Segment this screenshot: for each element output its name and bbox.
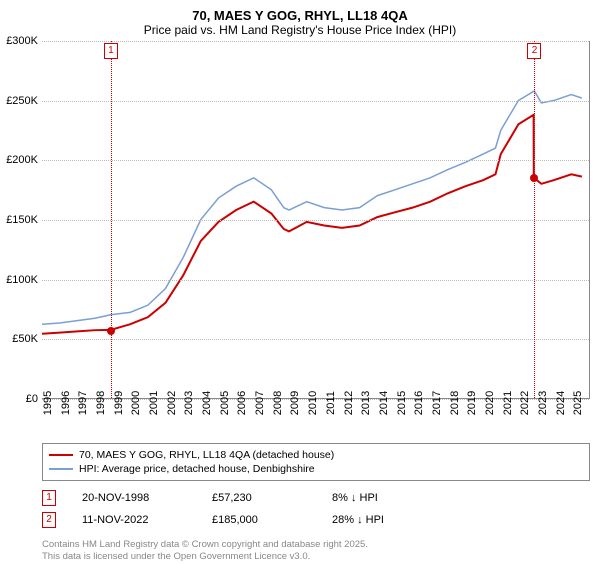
sale-date: 11-NOV-2022 xyxy=(82,514,212,526)
data-row: 2 11-NOV-2022 £185,000 28% ↓ HPI xyxy=(42,509,590,531)
chart-container: 70, MAES Y GOG, RHYL, LL18 4QA Price pai… xyxy=(0,0,600,560)
sale-price: £57,230 xyxy=(212,492,332,504)
sale-vs-hpi: 8% ↓ HPI xyxy=(332,492,452,504)
legend: 70, MAES Y GOG, RHYL, LL18 4QA (detached… xyxy=(42,443,590,481)
sale-date: 20-NOV-1998 xyxy=(82,492,212,504)
data-row: 1 20-NOV-1998 £57,230 8% ↓ HPI xyxy=(42,487,590,509)
legend-item-hpi: HPI: Average price, detached house, Denb… xyxy=(49,462,583,476)
sale-vs-hpi: 28% ↓ HPI xyxy=(332,514,452,526)
legend-label: HPI: Average price, detached house, Denb… xyxy=(79,463,315,475)
title-line1: 70, MAES Y GOG, RHYL, LL18 4QA xyxy=(0,8,600,23)
legend-swatch xyxy=(49,468,73,470)
x-axis-labels: 1995199619971998199920002001200220032004… xyxy=(42,399,590,437)
footer-line1: Contains HM Land Registry data © Crown c… xyxy=(42,539,590,551)
title-line2: Price paid vs. HM Land Registry's House … xyxy=(0,23,600,37)
footer-line2: This data is licensed under the Open Gov… xyxy=(42,551,590,563)
marker-badge: 1 xyxy=(42,490,56,506)
legend-item-price: 70, MAES Y GOG, RHYL, LL18 4QA (detached… xyxy=(49,448,583,462)
title-block: 70, MAES Y GOG, RHYL, LL18 4QA Price pai… xyxy=(0,8,600,37)
legend-swatch xyxy=(49,454,73,456)
data-rows: 1 20-NOV-1998 £57,230 8% ↓ HPI 2 11-NOV-… xyxy=(42,487,590,531)
chart-area: £0£50K£100K£150K£200K£250K£300K12 xyxy=(42,41,590,399)
sale-price: £185,000 xyxy=(212,514,332,526)
plot: £0£50K£100K£150K£200K£250K£300K12 xyxy=(42,41,590,399)
legend-label: 70, MAES Y GOG, RHYL, LL18 4QA (detached… xyxy=(79,449,334,461)
marker-badge: 2 xyxy=(42,512,56,528)
